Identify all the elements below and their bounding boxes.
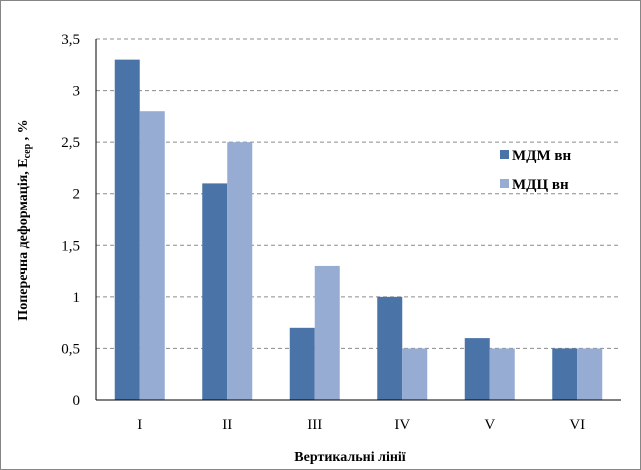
bar-series-2-I [139,111,165,400]
bar-series-1-IV [377,296,403,400]
x-axis-title: Вертикальні лінії [294,450,405,465]
y-tick-label: 2,5 [61,135,80,151]
y-tick-label: 0 [73,393,81,409]
bar-series-2-V [489,348,515,400]
legend-label-series-1: МДМ вн [512,148,571,164]
legend: МДМ вн МДЦ вн [500,148,571,193]
bar-series-2-IV [402,348,428,400]
legend-swatch-series-2 [500,179,509,188]
gridlines [96,38,621,349]
bar-series-1-VI [552,348,578,400]
bar-series-2-II [227,142,253,400]
x-tick-label: III [307,417,322,433]
x-tick-label: VI [569,417,585,433]
x-tick-labels: I II III IV V VI [137,417,585,433]
x-tick-label: II [222,417,232,433]
bar-series-2-III [314,265,340,400]
y-tick-label: 1,5 [61,238,80,254]
x-tick-label: IV [394,417,410,433]
y-axis-title: Поперечна деформація, Есер , % [16,119,33,320]
legend-label-series-2: МДЦ вн [512,177,569,193]
bar-series-2-VI [577,348,603,400]
y-tick-label: 0,5 [61,341,80,357]
x-tick-label: I [137,417,142,433]
bar-series-1-II [202,183,228,400]
bar-series-1-III [289,327,315,400]
x-tick-label: V [484,417,495,433]
y-tick-label: 2 [73,187,81,203]
y-tick-labels: 0 0,5 1 1,5 2 2,5 3 3,5 [61,32,80,409]
y-axis-title-unit: , % [16,119,31,144]
y-axis-title-subscript: сер [22,143,33,158]
y-tick-label: 3,5 [61,32,80,48]
legend-swatch-series-1 [500,150,509,159]
y-tick-label: 3 [73,84,81,100]
bar-series-1-V [464,338,490,400]
bar-series-1-I [114,59,140,400]
y-axis-title-main: Поперечна деформація, Е [16,158,31,320]
bars [114,59,603,400]
y-tick-label: 1 [73,290,81,306]
